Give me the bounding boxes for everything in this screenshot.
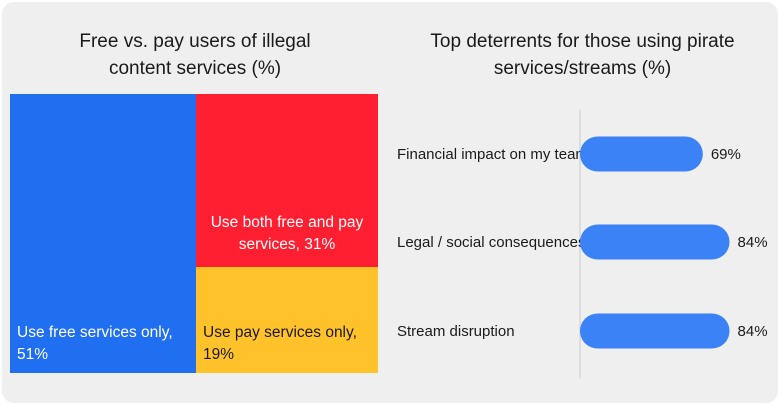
treemap-tile-pay: Use pay services only, 19% [196, 267, 378, 373]
bar-value-label: 84% [738, 234, 768, 251]
treemap-title: Free vs. pay users of illegal content se… [79, 31, 311, 79]
bar [580, 224, 730, 260]
bar-value-label: 69% [711, 146, 741, 163]
bar-category-label: Stream disruption [397, 323, 515, 340]
treemap-tile-free: Use free services only, 51% [10, 94, 196, 373]
bar-category-label: Financial impact on my team [397, 146, 588, 163]
bar [580, 136, 703, 172]
treemap-tile-both: Use both free and pay services, 31% [196, 94, 378, 267]
bar-value-label: 84% [738, 323, 768, 340]
treemap-label-free: Use free services only, 51% [17, 324, 173, 363]
treemap-label-both: Use both free and pay services, 31% [210, 214, 364, 253]
bar-category-label: Legal / social consequences [397, 234, 585, 251]
bar-chart-title: Top deterrents for those using pirate se… [430, 31, 735, 79]
treemap-label-pay: Use pay services only, 19% [203, 324, 357, 363]
bar [580, 313, 730, 349]
